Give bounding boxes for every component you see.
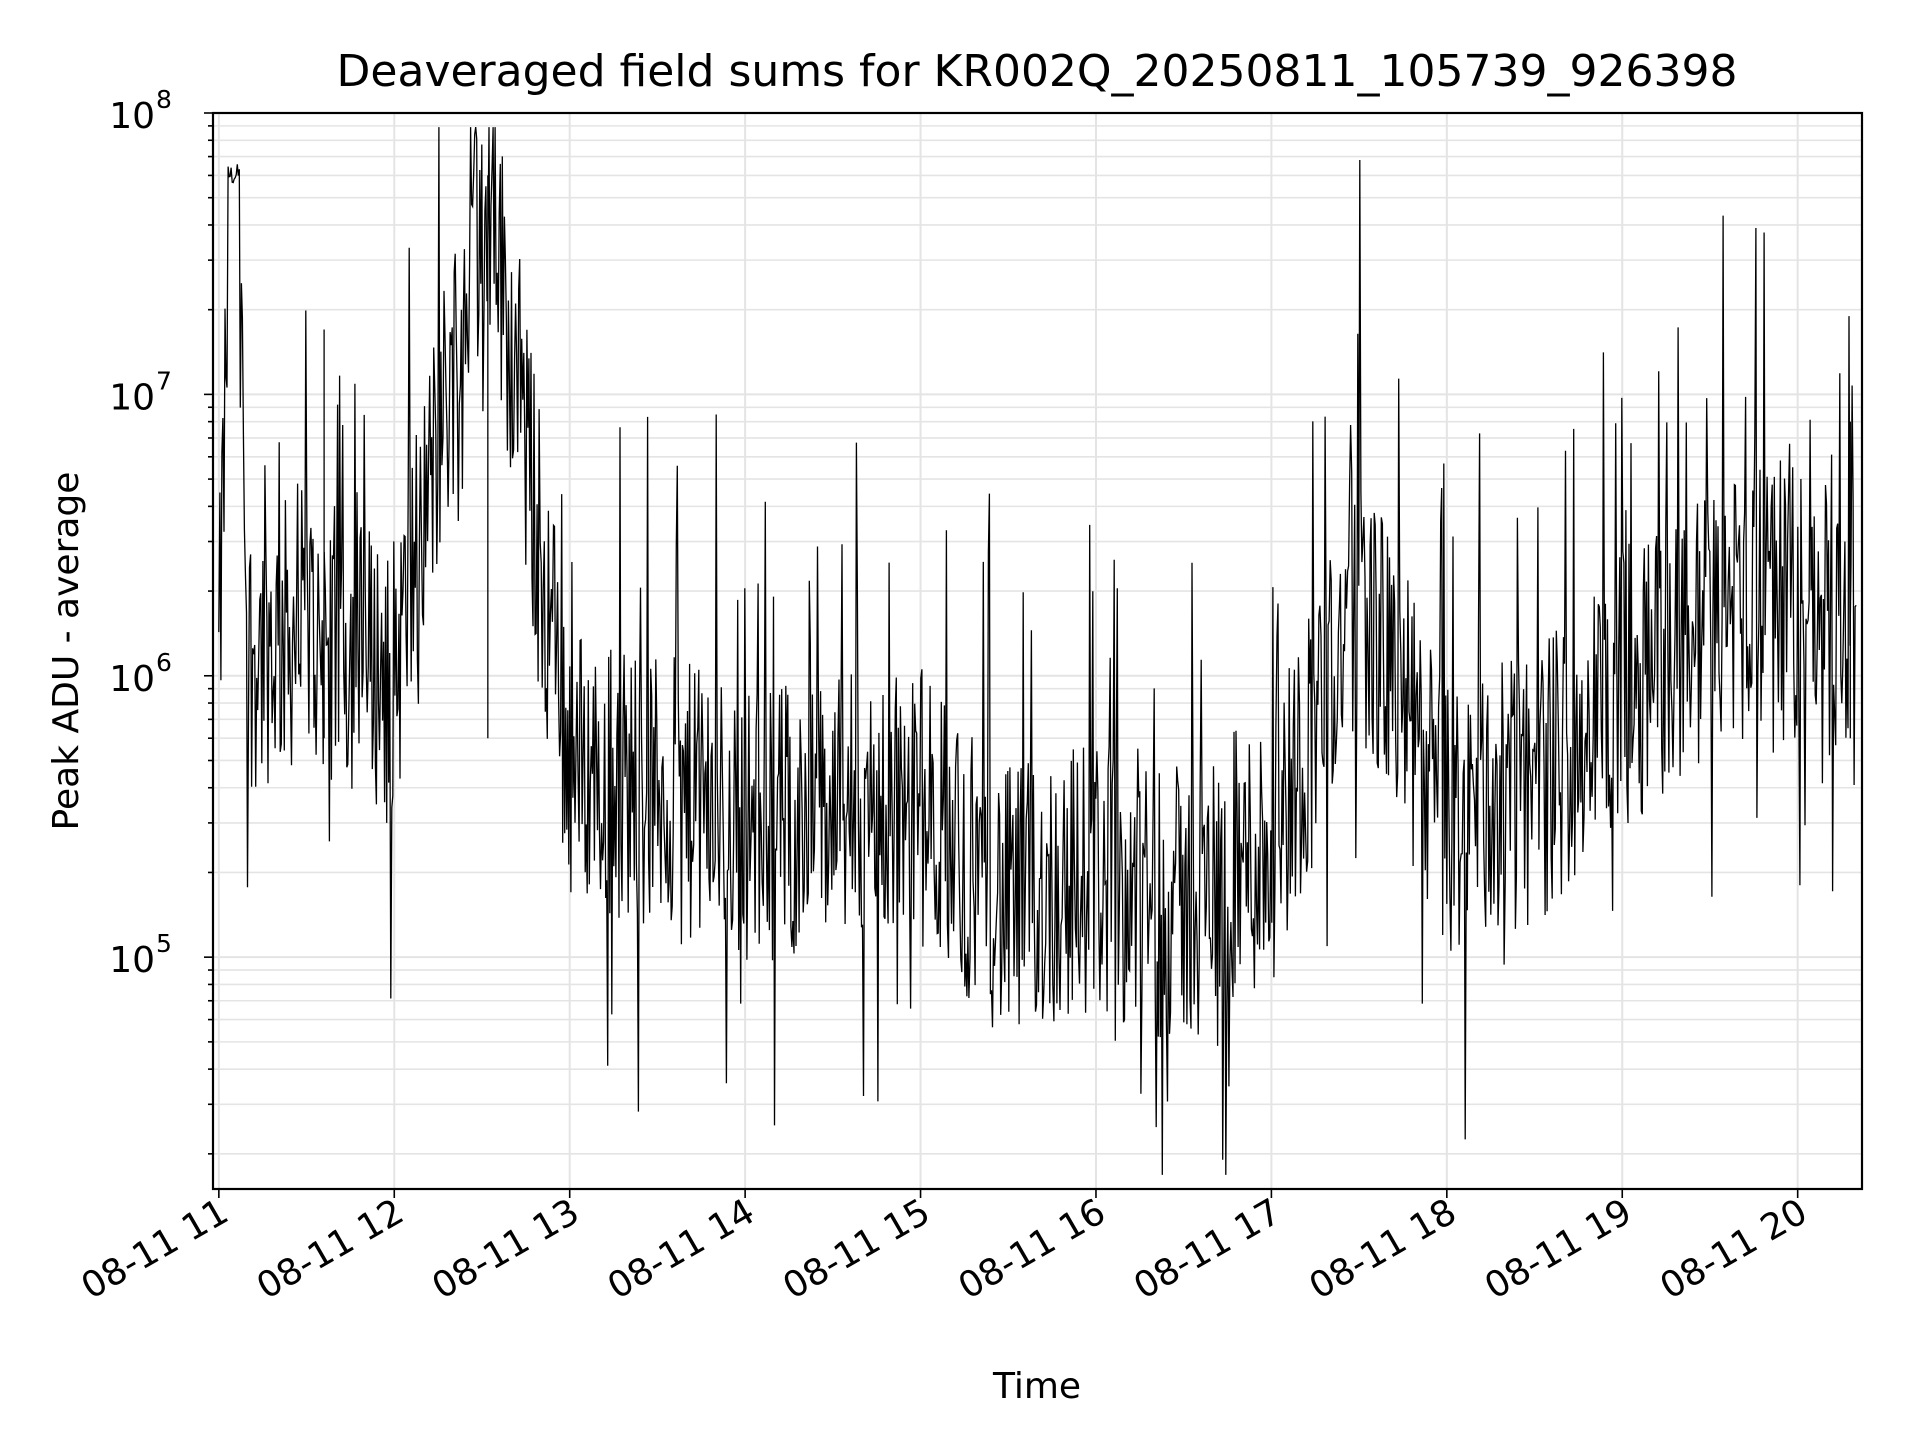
series-line-group bbox=[218, 127, 1857, 1175]
y-tick-exponent: 8 bbox=[156, 85, 172, 114]
series-line bbox=[218, 127, 1857, 1175]
y-tick-label: 10 bbox=[109, 940, 155, 981]
plot-frame bbox=[211, 111, 1864, 1191]
y-tick-exponent: 7 bbox=[156, 366, 172, 395]
y-tick-exponent: 5 bbox=[156, 929, 172, 958]
axis-ticks bbox=[204, 112, 1799, 1198]
y-tick-exponent: 6 bbox=[156, 648, 172, 677]
chart-title: Deaveraged field sums for KR002Q_2025081… bbox=[337, 46, 1738, 97]
y-tick-label: 10 bbox=[109, 659, 155, 700]
y-tick-label: 10 bbox=[109, 96, 155, 137]
x-axis-label: Time bbox=[992, 1366, 1081, 1407]
y-axis-label: Peak ADU - average bbox=[46, 472, 87, 831]
y-tick-label: 10 bbox=[109, 377, 155, 418]
